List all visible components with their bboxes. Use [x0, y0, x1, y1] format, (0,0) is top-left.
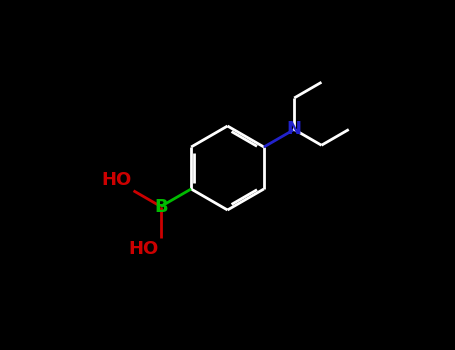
- Text: HO: HO: [101, 171, 132, 189]
- Text: B: B: [154, 197, 167, 216]
- Text: HO: HO: [129, 240, 159, 258]
- Text: N: N: [287, 120, 302, 139]
